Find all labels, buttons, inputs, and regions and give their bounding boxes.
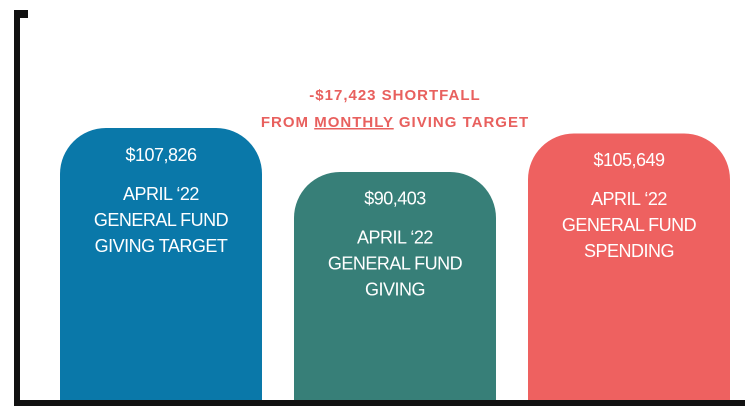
category-label: GENERAL FUND <box>328 254 463 274</box>
annotation: -$17,423 SHORTFALL <box>309 87 480 104</box>
annotation-part: MONTHLY <box>314 114 394 131</box>
annotation-part: FROM <box>261 114 309 131</box>
category-label: APRIL ‘22 <box>591 189 667 209</box>
category-label: GIVING <box>365 280 425 300</box>
annotation: FROM MONTHLY GIVING TARGET <box>261 114 529 131</box>
axis-cap <box>14 10 28 18</box>
annotation-part: GIVING TARGET <box>399 114 529 131</box>
value-label: $107,826 <box>125 145 197 165</box>
value-label: $90,403 <box>364 189 426 209</box>
value-label: $105,649 <box>593 150 665 170</box>
bar <box>528 133 730 400</box>
axis-bottom <box>14 400 745 406</box>
bar <box>294 171 496 400</box>
category-label: APRIL ‘22 <box>357 228 433 248</box>
category-label: GENERAL FUND <box>94 210 229 230</box>
axis-left <box>14 10 20 406</box>
bar <box>60 128 262 400</box>
category-label: SPENDING <box>584 241 674 261</box>
category-label: GIVING TARGET <box>95 236 228 256</box>
category-label: GENERAL FUND <box>562 215 697 235</box>
category-label: APRIL ‘22 <box>123 184 199 204</box>
